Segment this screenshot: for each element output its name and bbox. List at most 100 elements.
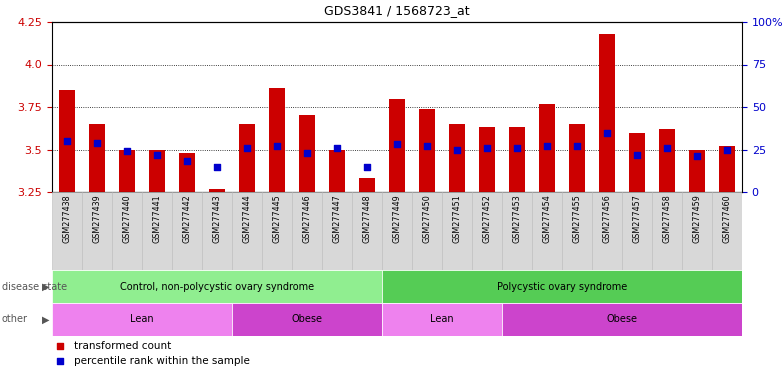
Point [91, 140, 103, 146]
Point [630, 152, 643, 158]
Text: GSM277447: GSM277447 [332, 194, 342, 243]
Text: GSM277448: GSM277448 [362, 194, 372, 243]
Bar [509, 127, 525, 192]
Bar [682, 192, 712, 270]
Bar [472, 192, 502, 270]
Point [691, 153, 703, 159]
Point [241, 145, 253, 151]
Bar [652, 192, 682, 270]
Point [331, 145, 343, 151]
Bar [299, 116, 315, 192]
Text: ▶: ▶ [42, 281, 49, 291]
Bar [389, 99, 405, 192]
Bar [382, 192, 412, 270]
Bar [112, 192, 142, 270]
Point [151, 152, 163, 158]
Bar [412, 192, 442, 270]
Bar [52, 303, 232, 336]
Text: GSM277455: GSM277455 [572, 194, 582, 243]
Text: GSM277440: GSM277440 [122, 194, 132, 243]
Bar [539, 104, 555, 192]
Bar [719, 146, 735, 192]
Bar [328, 149, 345, 192]
Point [301, 150, 314, 156]
Bar [292, 192, 322, 270]
Point [571, 143, 583, 149]
Bar [232, 303, 382, 336]
Text: GSM277439: GSM277439 [93, 194, 101, 243]
Bar [442, 192, 472, 270]
Point [60, 138, 73, 144]
Point [361, 164, 373, 170]
Bar [209, 189, 225, 192]
Point [270, 143, 283, 149]
Point [211, 164, 223, 170]
Text: transformed count: transformed count [74, 341, 172, 351]
Text: GSM277444: GSM277444 [242, 194, 252, 243]
Bar [532, 192, 562, 270]
Bar [52, 270, 382, 303]
Text: Lean: Lean [130, 314, 154, 324]
Bar [52, 192, 82, 270]
Text: GSM277454: GSM277454 [543, 194, 551, 243]
Point [451, 146, 463, 152]
Text: GSM277459: GSM277459 [692, 194, 702, 243]
Bar [239, 124, 256, 192]
Text: other: other [2, 314, 28, 324]
Bar [382, 270, 742, 303]
Text: GSM277451: GSM277451 [452, 194, 462, 243]
Bar [419, 109, 435, 192]
Bar [689, 149, 706, 192]
Point [601, 129, 613, 136]
Bar [89, 124, 105, 192]
Point [390, 141, 403, 147]
Point [54, 343, 67, 349]
Text: GSM277449: GSM277449 [393, 194, 401, 243]
Bar [562, 192, 592, 270]
Bar [712, 192, 742, 270]
Point [541, 143, 554, 149]
Bar [59, 90, 75, 192]
Bar [479, 127, 495, 192]
Point [121, 148, 133, 154]
Bar [149, 149, 165, 192]
Text: percentile rank within the sample: percentile rank within the sample [74, 356, 250, 366]
Text: GSM277453: GSM277453 [513, 194, 521, 243]
Bar [502, 303, 742, 336]
Bar [322, 192, 352, 270]
Text: GSM277452: GSM277452 [482, 194, 492, 243]
Bar [232, 192, 262, 270]
Bar [622, 192, 652, 270]
Bar [599, 34, 615, 192]
Bar [568, 124, 585, 192]
Bar [179, 153, 195, 192]
Bar [359, 179, 376, 192]
Point [661, 145, 673, 151]
Bar [142, 192, 172, 270]
Text: disease state: disease state [2, 281, 67, 291]
Point [481, 145, 493, 151]
Text: Obese: Obese [292, 314, 322, 324]
Text: GSM277458: GSM277458 [662, 194, 672, 243]
Text: Control, non-polycystic ovary syndrome: Control, non-polycystic ovary syndrome [120, 281, 314, 291]
Bar [629, 132, 645, 192]
Bar [659, 129, 675, 192]
Text: GSM277443: GSM277443 [212, 194, 222, 243]
Text: GSM277445: GSM277445 [273, 194, 281, 243]
Text: GSM277450: GSM277450 [423, 194, 431, 243]
Point [181, 158, 194, 164]
Text: GSM277456: GSM277456 [602, 194, 612, 243]
Point [54, 358, 67, 364]
Bar [269, 88, 285, 192]
Text: Lean: Lean [430, 314, 454, 324]
Bar [82, 192, 112, 270]
Text: Obese: Obese [607, 314, 637, 324]
Text: GSM277446: GSM277446 [303, 194, 311, 243]
Text: GSM277441: GSM277441 [153, 194, 162, 243]
Point [720, 146, 733, 152]
Text: ▶: ▶ [42, 314, 49, 324]
Bar [382, 303, 502, 336]
Bar [202, 192, 232, 270]
Text: GSM277460: GSM277460 [723, 194, 731, 243]
Bar [502, 192, 532, 270]
